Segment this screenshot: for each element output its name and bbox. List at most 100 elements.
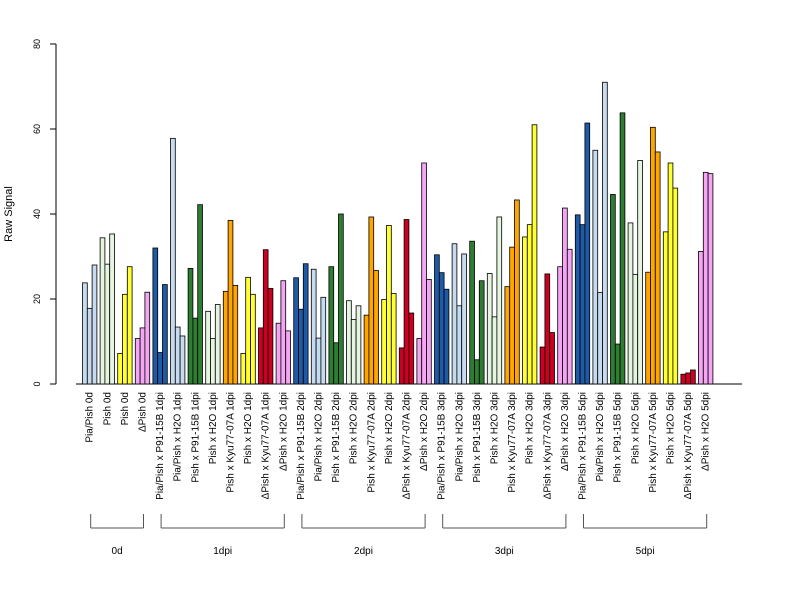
x-tick-label: ΔPish x Kyu77-07A 1dpi <box>261 392 272 499</box>
bar <box>122 293 128 385</box>
bar <box>504 286 511 385</box>
bar <box>690 369 696 385</box>
bar <box>685 372 691 385</box>
bar <box>280 280 287 385</box>
bar <box>557 266 563 385</box>
x-tick-label: Pia/Pish x H2O 1dpi <box>173 392 184 482</box>
x-tick-label: ΔPish x Kyu77-07A 5dpi <box>683 392 694 499</box>
bar <box>584 122 591 385</box>
bar <box>222 290 229 385</box>
x-tick-label: Pish 0d <box>102 392 113 425</box>
x-tick-label: Pish x H2O 3dpi <box>490 392 501 464</box>
bar <box>539 346 546 385</box>
bar <box>262 249 269 385</box>
bar <box>456 305 463 385</box>
bar <box>486 273 493 385</box>
bar <box>619 112 626 385</box>
bar <box>645 271 651 385</box>
bar <box>632 273 639 385</box>
y-tick-label: 80 <box>32 39 42 49</box>
bar <box>398 347 405 385</box>
x-tick-label: Pish x H2O 2dpi <box>384 392 395 464</box>
bar <box>104 263 111 385</box>
bar <box>86 307 93 385</box>
bar <box>157 352 163 385</box>
bar <box>474 359 480 385</box>
y-axis: 0 20 40 60 80 <box>32 39 57 387</box>
x-tick-label: Pia/Pish x H2O 2dpi <box>314 392 325 482</box>
x-tick-label: Pia/Pish x P91-15B 5dpi <box>578 392 589 500</box>
bar <box>346 300 352 385</box>
bar <box>667 162 674 385</box>
bar <box>275 322 282 385</box>
x-tick-label: Pish x H2O 1dpi <box>243 392 254 464</box>
y-tick-label: 60 <box>32 124 42 134</box>
bar <box>614 343 621 385</box>
bar <box>363 314 370 385</box>
bar <box>144 291 151 385</box>
y-tick-label: 20 <box>32 294 42 304</box>
bar <box>214 304 221 385</box>
x-tick-label: Pish x Kyu77-07A 5dpi <box>648 392 659 493</box>
bar <box>478 280 485 385</box>
bar <box>320 296 327 385</box>
bar <box>522 236 528 385</box>
bar <box>350 318 357 385</box>
bar <box>438 272 445 385</box>
bar <box>469 240 475 385</box>
bar <box>707 173 714 385</box>
bar <box>702 171 709 385</box>
bar <box>698 250 704 385</box>
bar <box>514 199 520 385</box>
bar <box>654 151 661 385</box>
x-tick-label: ΔPish x Kyu77-07A 3dpi <box>542 392 553 499</box>
x-tick-label: Pish x H2O 1dpi <box>208 392 219 464</box>
x-tick-label: Pish x H2O 3dpi <box>525 392 536 464</box>
bar <box>451 243 458 385</box>
bar <box>627 222 634 385</box>
bar <box>162 284 168 385</box>
x-tick-label: ΔPish x H2O 2dpi <box>419 392 430 471</box>
bar <box>637 160 643 385</box>
bar <box>426 279 432 385</box>
bar <box>381 299 387 385</box>
bar <box>408 312 415 385</box>
x-tick-label: ΔPish x H2O 3dpi <box>560 392 571 471</box>
bar <box>491 316 498 385</box>
bar <box>610 194 616 385</box>
x-tick-label: Pish x P91-15B 2dpi <box>331 392 342 483</box>
bar <box>91 264 98 385</box>
bar <box>174 326 181 385</box>
bars-group <box>82 81 714 385</box>
x-tick-label: Pish x Kyu77-07A 3dpi <box>507 392 518 493</box>
bar <box>310 268 317 385</box>
group-label: 5dpi <box>636 546 655 557</box>
bar <box>544 273 551 385</box>
bar <box>434 254 440 385</box>
bar <box>232 284 239 385</box>
x-tick-label: ΔPish 0d <box>138 392 149 432</box>
y-tick-label: 0 <box>32 381 42 386</box>
group-brackets: 0d 1dpi 2dpi 3dpi 5dpi <box>90 514 708 557</box>
bar <box>240 352 247 385</box>
bar <box>298 308 304 385</box>
bar <box>139 327 146 385</box>
bar <box>531 124 538 385</box>
x-tick-label: Pish x Kyu77-07A 2dpi <box>366 392 377 493</box>
bar <box>267 287 274 385</box>
bar <box>662 231 669 385</box>
bar <box>170 137 176 385</box>
x-tick-label: Pia/Pish x H2O 5dpi <box>595 392 606 482</box>
x-tick-label: ΔPish x Kyu77-07A 2dpi <box>402 392 413 499</box>
x-tick-label: Pish x P91-15B 3dpi <box>472 392 483 483</box>
bar <box>390 293 397 385</box>
bar <box>250 293 256 385</box>
x-tick-label: Pish x P91-15B 1dpi <box>190 392 201 483</box>
bar <box>333 342 339 385</box>
bar <box>592 149 599 385</box>
bar <box>109 233 115 385</box>
bar <box>187 267 194 385</box>
bar <box>99 237 106 385</box>
x-tick-label: Pia/Pish x H2O 3dpi <box>454 392 465 482</box>
